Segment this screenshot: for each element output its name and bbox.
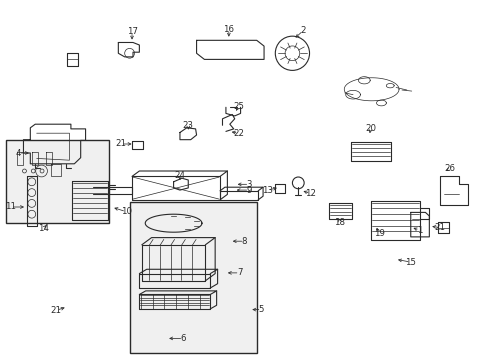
Text: 2: 2 bbox=[300, 26, 305, 35]
Text: 21: 21 bbox=[434, 223, 445, 232]
Text: 22: 22 bbox=[233, 129, 244, 138]
Bar bbox=[6, 140, 108, 223]
Text: 4: 4 bbox=[16, 148, 21, 158]
Text: 9: 9 bbox=[246, 186, 251, 194]
Text: 6: 6 bbox=[180, 334, 186, 343]
Text: 16: 16 bbox=[223, 25, 234, 34]
Text: 10: 10 bbox=[121, 207, 131, 216]
Text: 21: 21 bbox=[51, 306, 61, 315]
Text: 23: 23 bbox=[183, 121, 193, 130]
Text: 1: 1 bbox=[416, 226, 422, 235]
Text: 21: 21 bbox=[116, 139, 126, 148]
Text: 25: 25 bbox=[233, 102, 244, 111]
Text: 15: 15 bbox=[405, 258, 415, 266]
Text: 17: 17 bbox=[126, 27, 137, 36]
Text: 12: 12 bbox=[305, 189, 315, 198]
Bar bbox=[129, 202, 256, 353]
Text: 7: 7 bbox=[236, 269, 242, 277]
Text: 3: 3 bbox=[246, 180, 252, 189]
Text: 20: 20 bbox=[365, 124, 375, 133]
Text: 19: 19 bbox=[373, 229, 384, 238]
Text: 13: 13 bbox=[262, 186, 273, 194]
Text: 18: 18 bbox=[334, 218, 345, 227]
Text: 26: 26 bbox=[444, 164, 454, 173]
Text: 14: 14 bbox=[38, 224, 48, 233]
Text: 11: 11 bbox=[5, 202, 16, 211]
Text: 8: 8 bbox=[241, 237, 247, 246]
Text: 24: 24 bbox=[174, 171, 185, 180]
Text: 5: 5 bbox=[258, 305, 264, 314]
